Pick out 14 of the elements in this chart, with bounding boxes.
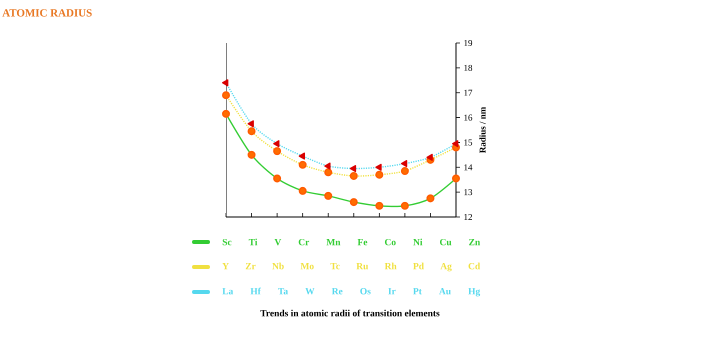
y-axis-title: Radius / nm [479, 107, 486, 154]
y-tick-label: 19 [464, 40, 472, 46]
y-tick-label: 16 [464, 114, 472, 121]
y-tick-label: 17 [464, 90, 472, 96]
text: ATOMIC RADIUS [2, 9, 92, 17]
y-tick-label: 14 [464, 164, 472, 170]
y-tick-label: 12 [464, 214, 472, 220]
legend-label: Sc Ti V Cr Mn Fe Co Ni Cu Zn [222, 238, 480, 246]
y-tick-label: 15 [464, 139, 472, 146]
legend-label: Y Zr Nb Mo Tc Ru Rh Pd Ag Cd [222, 262, 480, 272]
text: Trends in atomic radii of transition elements [260, 310, 440, 316]
y-tick-label: 18 [464, 64, 472, 71]
legend-label: La Hf Ta W Re Os Ir Pt Au Hg [222, 288, 480, 296]
y-tick-label: 13 [464, 189, 472, 196]
